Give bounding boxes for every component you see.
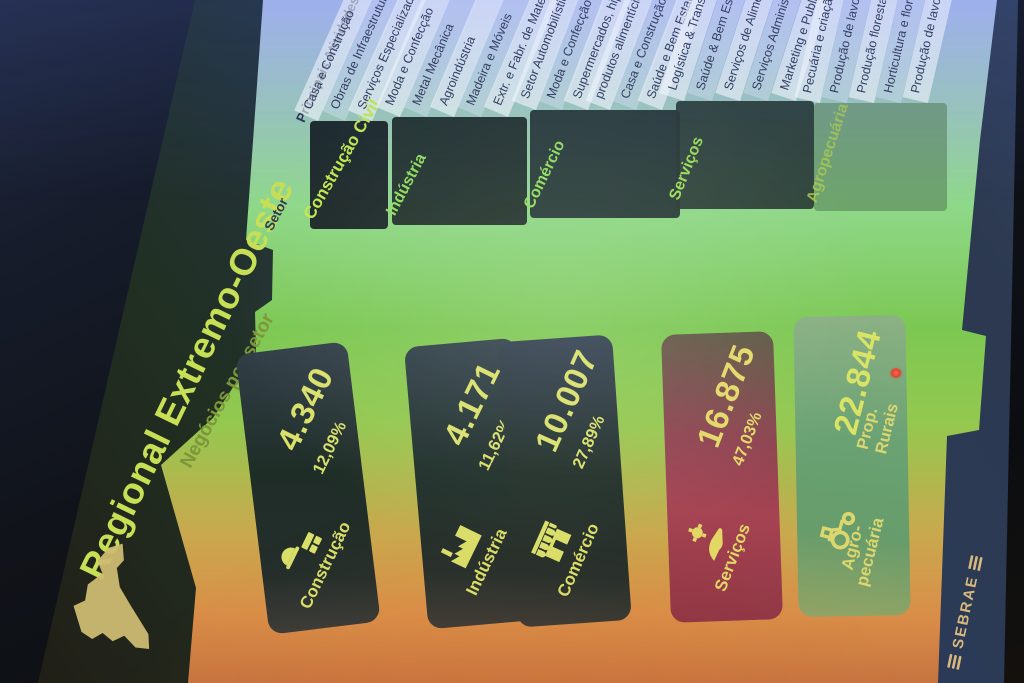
sector-cell[interactable]: Agropecuária [804,101,947,211]
storefront-icon [509,508,582,571]
card-servicos[interactable]: Serviços 16.875 47,03% [661,331,783,623]
sector-cell[interactable]: Indústria [383,117,527,225]
region-map-silhouette [32,514,201,683]
card-construcao[interactable]: Construção 4.340 12,09% [235,341,381,635]
sector-cell-label: Comércio [520,137,569,212]
construction-helmet-icon [254,513,329,581]
tractor-icon [794,497,864,556]
factory-icon [416,509,490,575]
sector-cell[interactable]: Comércio [521,110,680,218]
sebrae-logo: SEBRAE [931,547,1000,677]
sector-cell[interactable]: Serviços [666,101,814,209]
laser-pointer-dot [889,368,903,378]
sebrae-bars-icon [947,654,962,671]
sector-cell-label: Indústria [383,150,430,219]
sebrae-bars-icon [968,554,983,571]
sector-cell[interactable]: Construção Civil [300,96,388,229]
sebrae-wordmark: SEBRAE [948,573,982,651]
card-comercio[interactable]: Comércio 10.007 27,89% [498,334,632,628]
card-industria[interactable]: Indústria 4.171 11,62% [403,337,541,630]
card-agropecuaria[interactable]: Agro- pecuária 22.844 Prop. Rurais [793,315,911,617]
hand-gear-icon [663,504,738,568]
